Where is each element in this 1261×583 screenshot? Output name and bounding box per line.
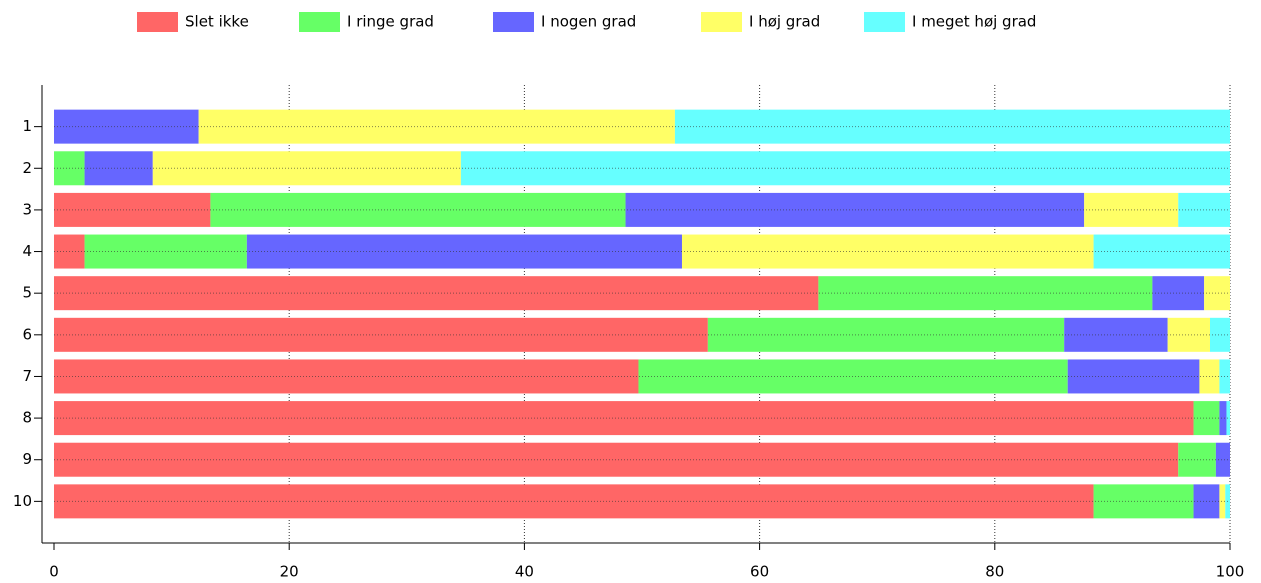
y-tick-label: 8 [22, 409, 32, 427]
x-tick-label: 80 [985, 563, 1004, 581]
legend-label: Slet ikke [185, 13, 249, 31]
bar-segment [1204, 276, 1230, 311]
x-tick-label: 40 [515, 563, 534, 581]
bar-segment [1178, 192, 1230, 227]
legend-swatch [493, 12, 534, 32]
legend-swatch [701, 12, 742, 32]
legend-swatch [864, 12, 905, 32]
y-tick-label: 4 [22, 242, 32, 260]
bar-segment [54, 401, 1194, 436]
x-tick-label: 20 [280, 563, 299, 581]
legend-swatch [137, 12, 178, 32]
y-tick-label: 10 [13, 492, 32, 510]
bar-segment [54, 359, 639, 394]
bar-segment [818, 276, 1153, 311]
bar-segment [1219, 401, 1227, 436]
bar-segment [625, 192, 1085, 227]
legend-label: I nogen grad [541, 13, 636, 31]
legend-label: I ringe grad [347, 13, 434, 31]
legend-label: I høj grad [749, 13, 820, 31]
y-tick-label: 7 [22, 367, 32, 385]
y-tick-label: 6 [22, 325, 32, 343]
bar-segment [1152, 276, 1205, 311]
legend-swatch [299, 12, 340, 32]
bar-segment [198, 109, 675, 144]
x-tick-label: 60 [750, 563, 769, 581]
legend-label: I meget høj grad [912, 13, 1036, 31]
bar-segment [681, 234, 1094, 269]
bar-segment [1226, 401, 1230, 436]
bar-segment [1215, 442, 1230, 477]
bar-segment [84, 151, 153, 186]
y-tick-label: 5 [22, 284, 32, 302]
bar-segment [1219, 484, 1226, 519]
y-tick-label: 3 [22, 200, 32, 218]
bar-segment [707, 317, 1065, 352]
bar-segment [1064, 317, 1168, 352]
bar-segment [1210, 317, 1230, 352]
x-tick-label: 0 [49, 563, 59, 581]
y-tick-label: 1 [22, 117, 32, 135]
y-tick-label: 9 [22, 450, 32, 468]
x-tick-label: 100 [1216, 563, 1245, 581]
y-tick-label: 2 [22, 159, 32, 177]
